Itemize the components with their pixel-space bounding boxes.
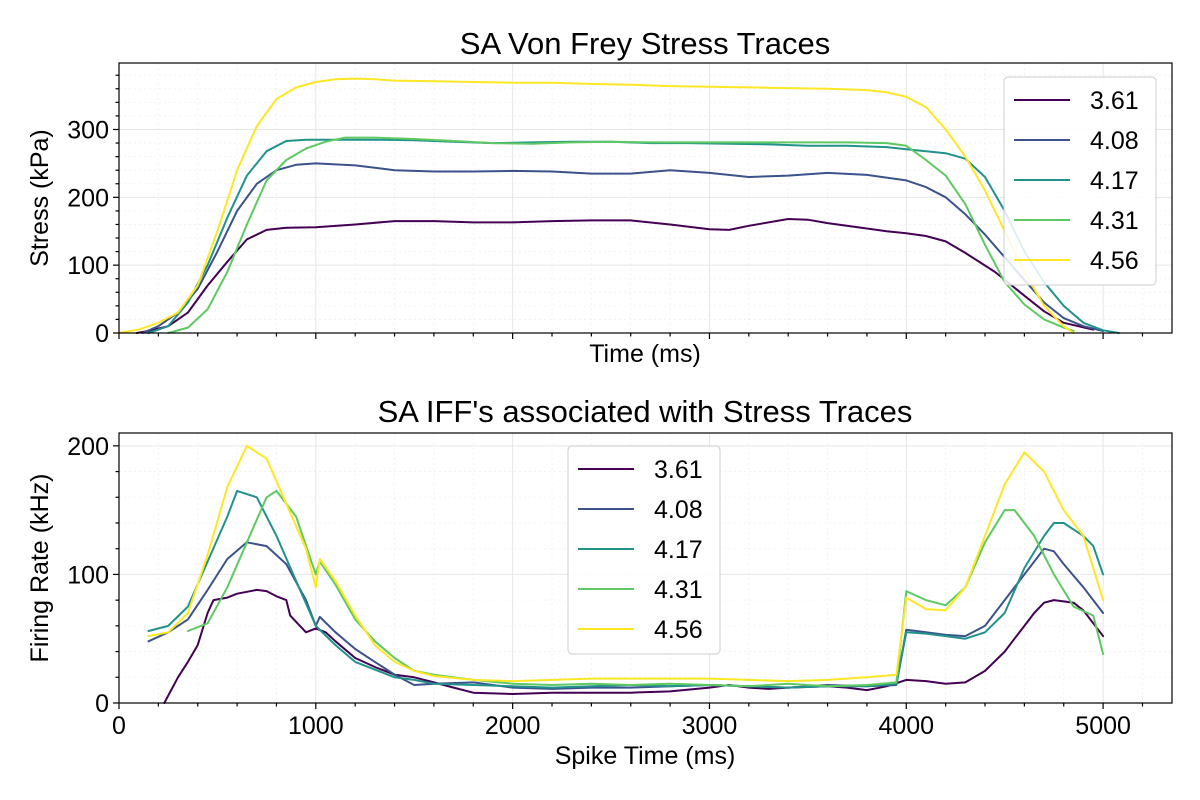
x-tick-label: 4000 bbox=[878, 712, 934, 740]
iff-panel: SA IFF's associated with Stress Traces F… bbox=[26, 394, 1173, 770]
stress-traces-panel: SA Von Frey Stress Traces Stress (kPa) T… bbox=[26, 26, 1173, 368]
y-tick-label: 300 bbox=[67, 116, 109, 144]
series-line-3-61 bbox=[135, 218, 1095, 334]
legend-entry-label: 4.08 bbox=[1090, 127, 1139, 155]
y-tick-label: 200 bbox=[67, 184, 109, 212]
series-line-3-61 bbox=[163, 588, 1105, 704]
x-tick-label: 0 bbox=[112, 712, 126, 740]
legend: 3.61 4.08 4.17 4.31 4.56 bbox=[567, 445, 721, 655]
series-line-4-31 bbox=[167, 136, 1075, 334]
legend-entry-label: 4.17 bbox=[654, 536, 703, 564]
series-line-4-08 bbox=[147, 541, 1105, 690]
legend-box bbox=[1003, 76, 1157, 286]
series-lines bbox=[118, 77, 1120, 334]
iff-chart-title: SA IFF's associated with Stress Traces bbox=[378, 394, 913, 429]
y-tick-label: 0 bbox=[95, 690, 109, 718]
x-tick-label: 3000 bbox=[682, 712, 738, 740]
stress-y-axis-label: Stress (kPa) bbox=[26, 129, 54, 267]
legend-entry-label: 4.56 bbox=[654, 616, 703, 644]
iff-x-axis-label: Spike Time (ms) bbox=[555, 742, 736, 770]
axis-ticks: 0 100 200 300 bbox=[67, 74, 1144, 348]
series-line-4-56 bbox=[147, 444, 1105, 683]
stress-x-axis-label: Time (ms) bbox=[589, 340, 701, 368]
y-tick-label: 0 bbox=[95, 320, 109, 348]
legend-entry-label: 3.61 bbox=[654, 456, 703, 484]
plot-frame bbox=[118, 432, 1173, 704]
legend-entry-label: 4.17 bbox=[1090, 167, 1139, 195]
legend-entry-label: 4.56 bbox=[1090, 247, 1139, 275]
y-tick-label: 100 bbox=[67, 561, 109, 589]
legend-entry-label: 4.31 bbox=[1090, 207, 1139, 235]
stress-chart-title: SA Von Frey Stress Traces bbox=[460, 26, 830, 61]
legend-entry-label: 4.08 bbox=[654, 496, 703, 524]
x-tick-label: 5000 bbox=[1075, 712, 1131, 740]
series-lines bbox=[147, 444, 1105, 704]
iff-y-axis-label: Firing Rate (kHz) bbox=[26, 474, 54, 663]
series-line-4-31 bbox=[186, 489, 1105, 688]
legend-entry-label: 4.31 bbox=[654, 576, 703, 604]
legend-box bbox=[567, 445, 721, 655]
legend: 3.61 4.08 4.17 4.31 4.56 bbox=[1003, 76, 1157, 286]
plot-frame bbox=[118, 62, 1173, 334]
x-tick-label: 1000 bbox=[288, 712, 344, 740]
y-tick-label: 100 bbox=[67, 252, 109, 280]
x-tick-label: 2000 bbox=[485, 712, 541, 740]
y-tick-label: 200 bbox=[67, 433, 109, 461]
legend-entry-label: 3.61 bbox=[1090, 87, 1139, 115]
series-line-4-56 bbox=[118, 77, 1075, 334]
